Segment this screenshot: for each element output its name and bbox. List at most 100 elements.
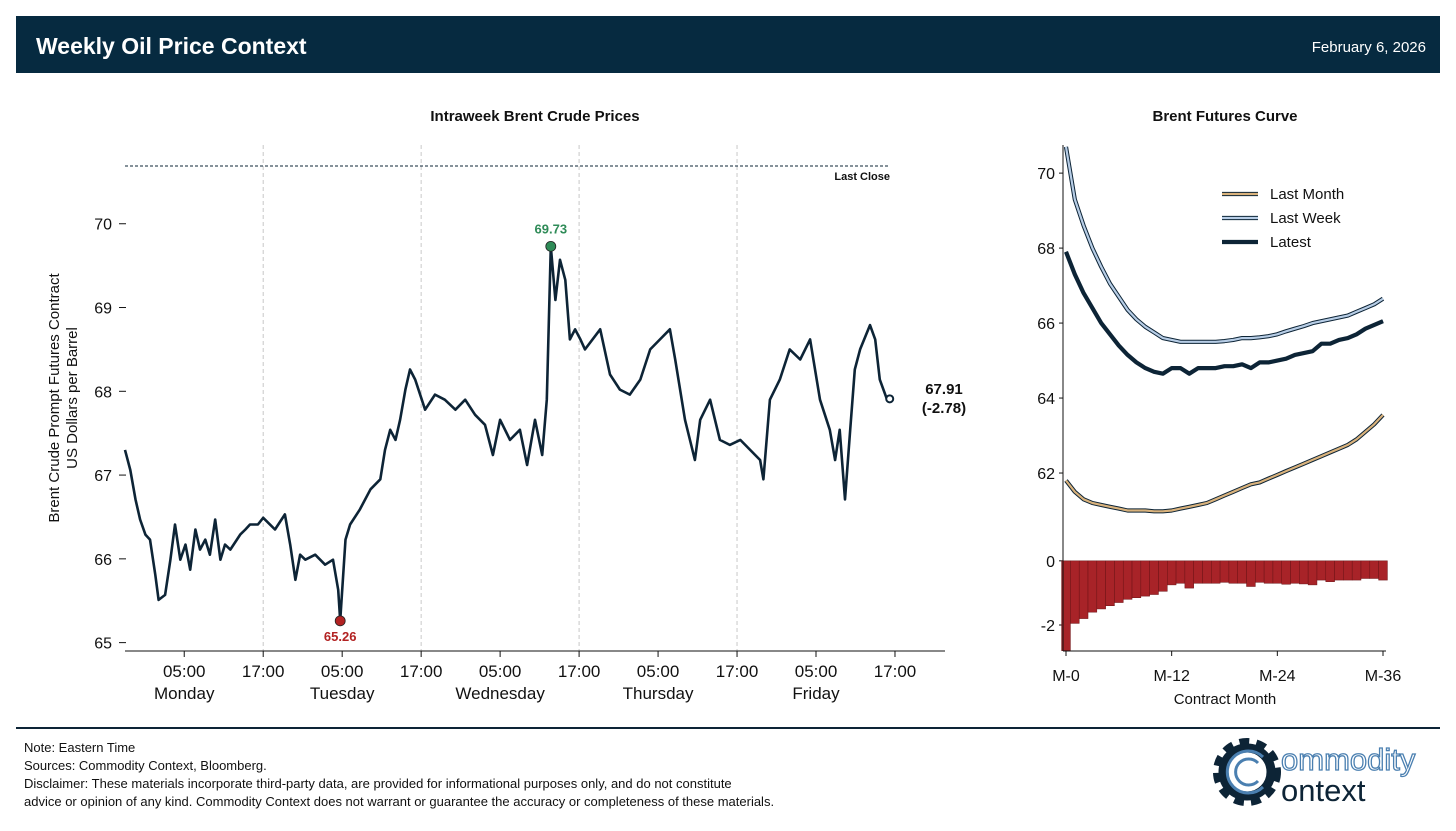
- y-tick-label: 66: [1037, 316, 1055, 333]
- x-day-label: Thursday: [623, 684, 694, 703]
- curve-outline: [1064, 413, 1385, 514]
- last-label: 67.91: [925, 381, 963, 398]
- y-tick-label: 66: [94, 552, 112, 569]
- bar: [1263, 560, 1274, 584]
- footer-line: Note: Eastern Time: [24, 740, 135, 755]
- x-tick-label: 17:00: [558, 662, 601, 681]
- logo-c: [1234, 757, 1260, 787]
- bar: [1246, 560, 1256, 587]
- y-tick-label: 68: [1037, 241, 1055, 258]
- chart-title: Brent Futures Curve: [1152, 108, 1297, 125]
- y-tick-label: 65: [94, 636, 112, 653]
- header-bar: [16, 16, 1440, 73]
- legend-label: Latest: [1270, 234, 1312, 251]
- y-axis-label: US Dollars per Barrel: [64, 327, 81, 469]
- legend-label: Last Week: [1270, 210, 1341, 227]
- bar: [1096, 560, 1106, 610]
- bar: [1378, 560, 1388, 581]
- bar: [1343, 560, 1353, 581]
- x-tick-label: M-0: [1052, 668, 1080, 685]
- x-tick-label: 17:00: [716, 662, 759, 681]
- x-day-label: Tuesday: [310, 684, 375, 703]
- logo-c: [1225, 749, 1265, 795]
- bar: [1334, 560, 1344, 581]
- price-line: [123, 245, 891, 623]
- bar: [1131, 560, 1142, 598]
- curve-outline: [1064, 251, 1384, 376]
- curve-line: [1065, 414, 1384, 513]
- x-tick-label: 17:00: [242, 662, 285, 681]
- y-axis-label: Brent Crude Prompt Futures Contract: [46, 273, 63, 523]
- bar: [1272, 560, 1282, 584]
- x-tick-label: 05:00: [795, 662, 838, 681]
- x-tick-label: 05:00: [479, 662, 522, 681]
- bar: [1255, 560, 1265, 583]
- header-date: February 6, 2026: [1312, 39, 1426, 56]
- x-tick-label: M-36: [1365, 668, 1402, 685]
- high-label: 69.73: [535, 221, 568, 236]
- bar: [1228, 560, 1238, 584]
- bar: [1114, 560, 1124, 603]
- y-tick-label: 64: [1037, 391, 1055, 408]
- bar: [1369, 560, 1379, 579]
- curve-outline: [1063, 146, 1385, 344]
- legend-label: Last Month: [1270, 186, 1344, 203]
- bar: [1070, 560, 1080, 624]
- bar: [1299, 560, 1309, 585]
- logo-gear: [1213, 738, 1281, 806]
- last-change-label: (-2.78): [922, 400, 966, 417]
- last-close-label: Last Close: [834, 171, 890, 183]
- gear-ring: [1218, 743, 1276, 801]
- footer-line: Sources: Commodity Context, Bloomberg.: [24, 758, 267, 773]
- y-tick-label: 70: [1037, 166, 1055, 183]
- x-tick-label: 05:00: [163, 662, 206, 681]
- curve-line: [1064, 146, 1384, 343]
- bar: [1237, 560, 1247, 584]
- x-tick-label: 17:00: [874, 662, 917, 681]
- x-axis-label: Contract Month: [1174, 691, 1277, 708]
- y-tick-label: 62: [1037, 466, 1055, 483]
- logo-text: ommodity: [1281, 742, 1416, 777]
- chart-title: Intraweek Brent Crude Prices: [430, 108, 639, 125]
- x-tick-label: M-24: [1259, 668, 1296, 685]
- low-marker: [334, 615, 346, 627]
- y-tick-label: 68: [94, 384, 112, 401]
- y-tick-label: -2: [1041, 618, 1055, 635]
- bar: [1167, 560, 1177, 586]
- bar: [1219, 560, 1230, 583]
- bar: [1175, 560, 1186, 584]
- bar: [1122, 560, 1133, 600]
- bar: [1087, 560, 1098, 613]
- x-tick-label: 05:00: [637, 662, 680, 681]
- bar: [1193, 560, 1203, 584]
- x-day-label: Monday: [154, 684, 215, 703]
- bar: [1158, 560, 1168, 592]
- footer-line: advice or opinion of any kind. Commodity…: [24, 794, 774, 809]
- bar: [1325, 560, 1335, 582]
- y-tick-label: 69: [94, 301, 112, 318]
- bar: [1360, 560, 1371, 579]
- x-tick-label: 17:00: [400, 662, 443, 681]
- bar: [1316, 560, 1327, 581]
- bar: [1140, 560, 1150, 597]
- bar: [1184, 560, 1194, 589]
- y-tick-label: 70: [94, 217, 112, 234]
- logo-text: ontext: [1281, 773, 1366, 808]
- x-day-label: Friday: [792, 684, 840, 703]
- bar: [1307, 560, 1318, 586]
- x-tick-label: 05:00: [321, 662, 364, 681]
- bar: [1105, 560, 1115, 607]
- y-tick-label: 67: [94, 468, 112, 485]
- bar: [1078, 560, 1089, 619]
- footer-line: Disclaimer: These materials incorporate …: [24, 776, 732, 791]
- bar: [1290, 560, 1300, 584]
- last-marker: [885, 394, 895, 404]
- high-marker: [545, 240, 557, 252]
- bar: [1351, 560, 1362, 581]
- low-label: 65.26: [324, 629, 357, 644]
- header-title: Weekly Oil Price Context: [36, 33, 307, 59]
- x-tick-label: M-12: [1153, 668, 1190, 685]
- y-tick-label: 0: [1046, 554, 1055, 571]
